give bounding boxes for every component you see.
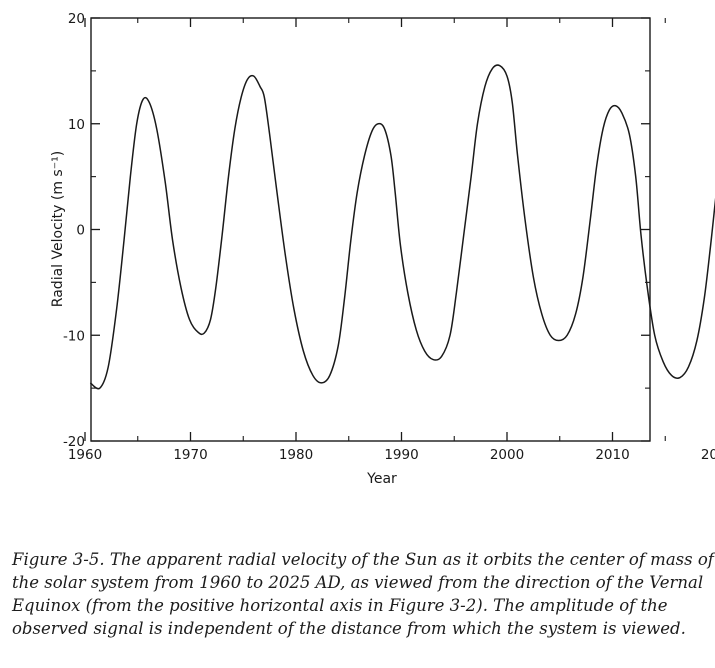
x-tick-label: 2010 — [595, 447, 629, 463]
figure-caption: Figure 3-5. The apparent radial velocity… — [12, 548, 714, 640]
y-axis-title: Radial Velocity (m s⁻¹) — [50, 151, 66, 307]
x-tick-label: 1980 — [279, 447, 313, 463]
y-tick-label: -10 — [63, 328, 85, 344]
y-tick-label: 20 — [68, 11, 85, 27]
y-tick-label: 10 — [68, 117, 85, 133]
x-tick-label: 1990 — [384, 447, 418, 463]
y-axis-tick-labels: 20 10 0 -10 -20 — [63, 11, 85, 450]
series-line — [89, 64, 715, 390]
plot-frame — [90, 17, 651, 442]
series-group — [89, 64, 715, 390]
x-axis-ticks — [84, 18, 666, 441]
x-axis-title: Year — [366, 471, 397, 487]
y-tick-label: 0 — [76, 223, 85, 239]
caption-line: observed signal is independent of the di… — [12, 619, 686, 638]
caption-line: Figure 3-5. The apparent radial velocity… — [12, 550, 714, 569]
x-tick-label: 1960 — [68, 447, 102, 463]
x-tick-label: 1970 — [173, 447, 207, 463]
y-tick-label: -20 — [63, 434, 85, 450]
y-axis-ticks — [91, 17, 650, 442]
caption-line: the solar system from 1960 to 2025 AD, a… — [12, 573, 704, 592]
caption-line: Equinox (from the positive horizontal ax… — [12, 596, 668, 615]
x-tick-label: 2000 — [490, 447, 524, 463]
